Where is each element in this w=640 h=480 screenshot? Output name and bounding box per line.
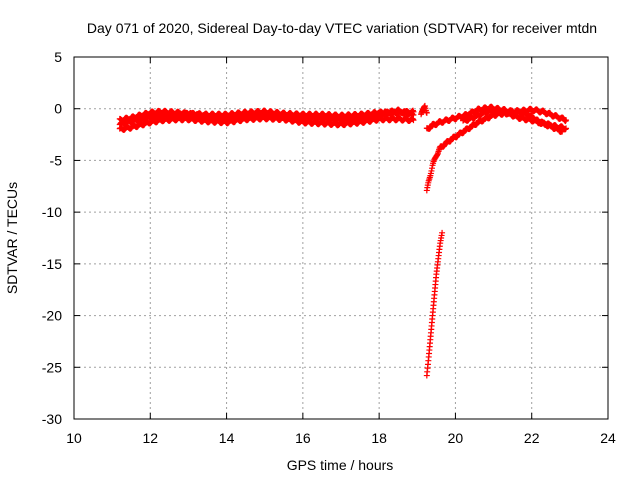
- data-point: [423, 109, 430, 116]
- y-tick-label: -25: [42, 359, 62, 375]
- data-point: [410, 117, 417, 124]
- x-tick-label: 16: [295, 430, 311, 446]
- series-4: [423, 229, 446, 379]
- y-tick-label: -20: [42, 308, 62, 324]
- y-tick-label: -10: [42, 204, 62, 220]
- y-tick-label: 5: [54, 49, 62, 65]
- series-2: [116, 106, 417, 124]
- plot-frame: [73, 56, 609, 420]
- data-point: [563, 117, 570, 124]
- y-tick-label: -30: [42, 411, 62, 427]
- x-tick-label: 10: [66, 430, 82, 446]
- axis-ticks: 10 12 14 16 18 20 22 24 5 0 -5 -10 -15 -20 -25 -30: [42, 49, 616, 446]
- x-tick-label: 18: [371, 430, 387, 446]
- x-axis-label: GPS time / hours: [287, 457, 394, 473]
- x-tick-label: 20: [448, 430, 464, 446]
- series-3: [418, 102, 430, 118]
- data-point: [563, 125, 570, 132]
- y-tick-label: -15: [42, 256, 62, 272]
- y-tick-label: 0: [54, 101, 62, 117]
- data-point: [439, 229, 446, 236]
- x-tick-label: 24: [600, 430, 616, 446]
- chart-title: Day 071 of 2020, Sidereal Day-to-day VTE…: [87, 20, 597, 36]
- data-point: [410, 111, 417, 118]
- data-points: [116, 102, 570, 379]
- y-axis-label: SDTVAR / TECUs: [4, 182, 20, 294]
- y-tick-label: -5: [50, 152, 63, 168]
- x-tick-label: 22: [524, 430, 540, 446]
- series-7: [460, 106, 570, 133]
- x-tick-label: 14: [219, 430, 235, 446]
- x-tick-label: 12: [142, 430, 158, 446]
